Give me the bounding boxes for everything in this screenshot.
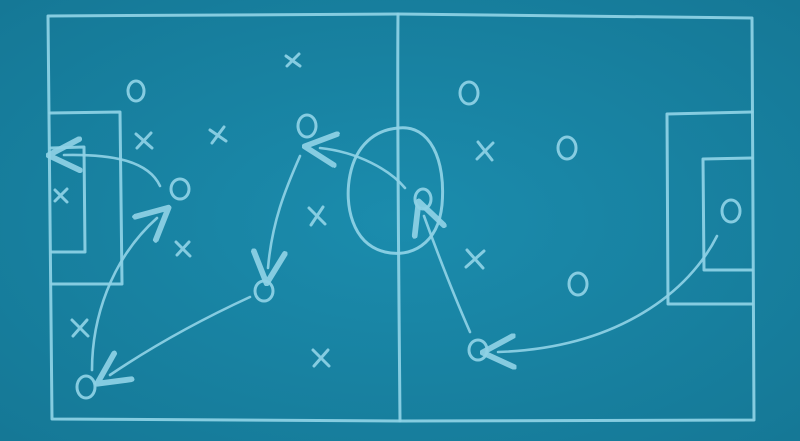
attacker-o [75, 374, 97, 400]
defender-x [208, 125, 228, 145]
arrow-from-bottom-left [90, 218, 157, 372]
defender-x [174, 240, 192, 258]
defender-markers [53, 52, 495, 368]
halfway-line [396, 12, 402, 423]
arrow-diagonal-to-bottom-left [110, 295, 252, 375]
defender-x [464, 248, 486, 270]
attacker-o [567, 271, 589, 297]
attacker-o [556, 135, 578, 161]
arrow-from-right-box [498, 234, 719, 352]
attacker-o [126, 79, 146, 103]
defender-x [134, 131, 154, 150]
arrow-midfield-down [268, 154, 302, 268]
defender-x [284, 52, 302, 68]
center-circle [346, 126, 445, 255]
defender-x [475, 140, 495, 162]
arrow-center-to-left [320, 148, 407, 190]
attacker-o [720, 198, 742, 224]
defender-x [307, 205, 327, 227]
right-penalty-area [665, 110, 754, 306]
attacker-o [169, 177, 191, 201]
arrow-up-to-center [424, 216, 472, 334]
play-arrows [64, 148, 719, 375]
right-goal-area [701, 156, 754, 272]
defender-x [70, 318, 90, 338]
defender-x [53, 187, 69, 204]
left-penalty-area [48, 110, 124, 286]
attacker-o [458, 80, 480, 106]
defender-x [311, 348, 331, 368]
arrow-to-left-goal [64, 155, 162, 188]
